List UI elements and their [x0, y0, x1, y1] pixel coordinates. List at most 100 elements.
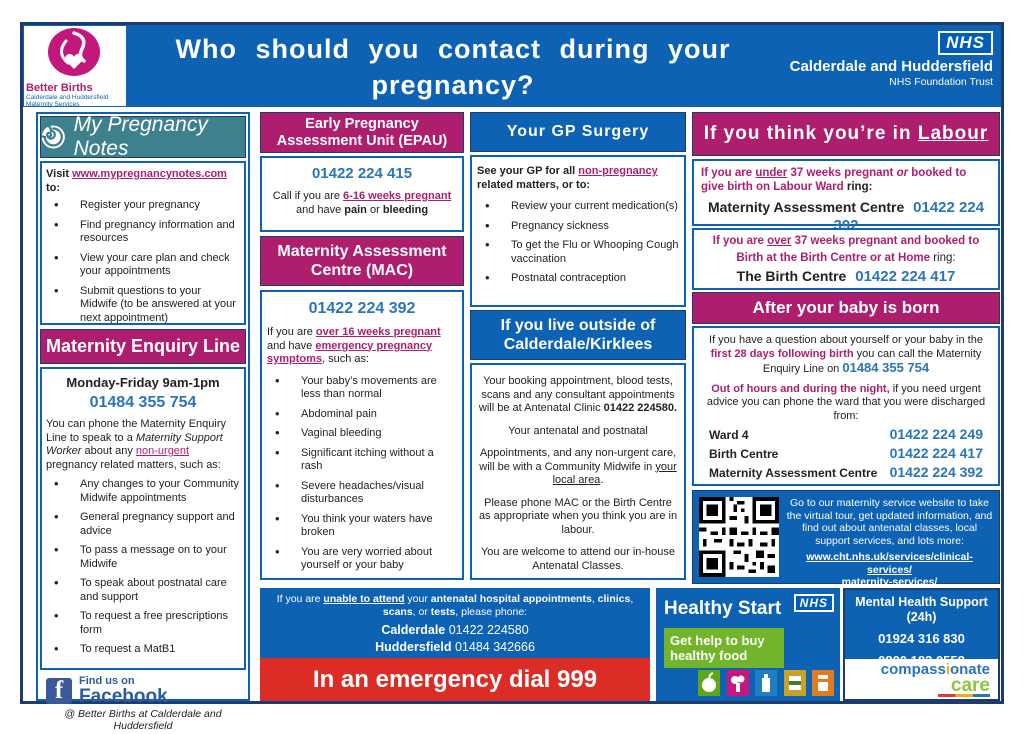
list-item: Any changes to your Community Midwife ap… — [46, 477, 240, 505]
milk-icon — [755, 670, 778, 696]
mac-header: Maternity Assessment Centre (MAC) — [260, 236, 464, 286]
enquiry-intro: You can phone the Maternity Enquiry Line… — [46, 418, 226, 471]
list-item: General pregnancy support and advice — [46, 510, 240, 538]
huddersfield-phone: Huddersfield 01484 342666 — [375, 640, 535, 654]
gp-list: Review your current medication(s) Pregna… — [477, 199, 679, 286]
list-item: Postnatal contraception — [477, 271, 679, 286]
labour-over-37-box: If you are over 37 weeks pregnant and bo… — [692, 228, 1000, 290]
canned-food-icon — [783, 670, 806, 696]
list-item: To request a MatB1 — [46, 642, 240, 657]
facebook-icon: f — [46, 678, 72, 704]
outside-p5: You are welcome to attend our in-house A… — [480, 546, 676, 572]
nhs-logo: NHS — [793, 594, 834, 612]
list-item: To pass a message on to your Midwife — [46, 543, 240, 571]
facebook-section[interactable]: f Find us on Facebook @ Better Births at… — [40, 674, 246, 734]
pregnancy-notes-list: Register your pregnancy Find pregnancy i… — [46, 198, 240, 326]
vegetables-icon — [726, 670, 749, 696]
list-item: Register your pregnancy — [46, 198, 240, 213]
mental-health-title: Mental Health Support (24h) — [855, 595, 988, 624]
list-item: You are very worried about yourself or y… — [267, 545, 457, 573]
labour-over-37-text2: Birth at the Birth Centre or at Home rin… — [736, 252, 956, 264]
lentils-icon — [812, 670, 834, 696]
labour-over-37-text: If you are over 37 weeks pregnant and bo… — [712, 235, 980, 247]
outside-area-box: Your booking appointment, blood tests, s… — [470, 363, 686, 580]
better-births-sub: Maternity Services — [26, 101, 80, 108]
mypregnancynotes-link[interactable]: www.mypregnancynotes.com — [72, 168, 227, 180]
my-pregnancy-notes-header: My Pregnancy Notes — [40, 113, 246, 160]
better-births-logo: Better Births Calderdale and Huddersfiel… — [24, 26, 126, 108]
facebook-handle: @ Better Births at Calderdale and Hudder… — [64, 708, 222, 732]
facebook-find-us: Find us on — [79, 675, 135, 687]
mac-box: 01422 224 392 If you are over 16 weeks p… — [260, 290, 464, 580]
ward-row: Maternity Assessment Centre 01422 224 392 — [709, 464, 983, 480]
my-pregnancy-notes-title: My Pregnancy Notes — [73, 113, 208, 160]
ward-row: Birth Centre 01422 224 417 — [709, 445, 983, 461]
left-column: My Pregnancy Notes Visit www.mypregnancy… — [36, 112, 250, 732]
emergency-banner: In an emergency dial 999 — [260, 658, 650, 701]
trust-name: Calderdale and Huddersfield — [789, 58, 993, 75]
poster-header: Better Births Calderdale and Huddersfiel… — [23, 25, 1001, 108]
healthy-start-title: Healthy Start — [664, 598, 782, 619]
outside-p2: Your antenatal and postnatal — [508, 424, 648, 437]
facebook-label: Facebook — [79, 686, 168, 707]
list-item: You think your waters have broken — [267, 512, 457, 540]
qr-code[interactable] — [699, 497, 779, 577]
ward-row: Ward 4 01422 224 249 — [709, 426, 983, 442]
list-item: Review your current medication(s) — [477, 199, 679, 214]
unable-to-attend-box: If you are unable to attend your antenat… — [260, 588, 650, 658]
list-item: Your baby’s movements are less than norm… — [267, 374, 457, 402]
list-item: Abdominal pain — [267, 407, 457, 422]
after-baby-p1: If you have a question about yourself or… — [709, 334, 983, 375]
visit-label: Visit — [46, 168, 73, 180]
my-pregnancy-notes-box: Visit www.mypregnancynotes.com to: Regis… — [40, 161, 246, 325]
compassionate-care-logo: compassionate care — [845, 659, 998, 699]
enquiry-list: Any changes to your Community Midwife ap… — [46, 477, 240, 657]
list-item: Pregnancy sickness — [477, 219, 679, 234]
after-baby-box: If you have a question about yourself or… — [692, 326, 1000, 486]
list-item: Submit questions to your Midwife (to be … — [46, 284, 240, 326]
labour-under-37-text: If you are under 37 weeks pregnant or bo… — [701, 167, 967, 193]
list-item: To request a free prescriptions form — [46, 609, 240, 637]
mac-phone: 01422 224 392 — [308, 300, 416, 317]
list-item: Find pregnancy information and resources — [46, 218, 240, 246]
gp-surgery-header: Your GP Surgery — [470, 112, 686, 152]
maternity-services-link[interactable]: www.cht.nhs.uk/services/clinical-service… — [806, 551, 973, 588]
outside-p1: Your booking appointment, blood tests, s… — [478, 375, 678, 414]
after-baby-header: After your baby is born — [692, 292, 1000, 324]
list-item: View your care plan and check your appoi… — [46, 251, 240, 279]
list-item: Vaginal bleeding — [267, 426, 457, 441]
qr-section: Go to our maternity service website to t… — [692, 490, 1000, 588]
outside-p3: Appointments, and any non-urgent care, w… — [479, 447, 677, 486]
mac-list: Your baby’s movements are less than norm… — [267, 374, 457, 573]
better-births-sub: Calderdale and Huddersfield — [26, 94, 109, 101]
enquiry-hours: Monday-Friday 9am-1pm — [66, 375, 220, 390]
maternity-enquiry-line-box: Monday-Friday 9am-1pm 01484 355 754 You … — [40, 367, 246, 670]
nhs-logo: NHS — [938, 31, 993, 55]
page-title: Who should you contact during your pregn… — [175, 34, 731, 100]
better-births-icon — [48, 28, 100, 76]
epau-box: 01422 224 415 Call if you are 6-16 weeks… — [260, 156, 464, 232]
after-baby-p2: Out of hours and during the night, if yo… — [706, 382, 986, 422]
outside-p4: Please phone MAC or the Birth Centre as … — [478, 496, 678, 536]
outside-area-header: If you live outside of Calderdale/Kirklee… — [470, 310, 686, 360]
unable-to-attend-text: If you are unable to attend your antenat… — [276, 593, 634, 618]
better-births-name: Better Births — [26, 82, 93, 94]
healthy-start-subtitle: Get help to buy healthy food — [664, 628, 784, 668]
mental-health-phone-1: 01924 316 830 — [878, 631, 965, 646]
labour-header: If you think you’re in Labour — [692, 112, 1000, 156]
epau-text: Call if you are 6-16 weeks pregnant and … — [272, 190, 452, 216]
mental-health-box: Mental Health Support (24h) 01924 316 830… — [843, 588, 1000, 701]
epau-phone: 01422 224 415 — [311, 165, 413, 182]
trust-identity: NHS Calderdale and Huddersfield NHS Foun… — [773, 31, 993, 88]
list-item: Severe headaches/visual disturbances — [267, 479, 457, 507]
epau-header: Early Pregnancy Assessment Unit (EPAU) — [260, 112, 464, 153]
labour-under-37-box: If you are under 37 weeks pregnant or bo… — [692, 159, 1000, 234]
food-icons — [696, 670, 834, 696]
enquiry-phone: 01484 355 754 — [89, 394, 197, 411]
labour-over-37-contact: The Birth Centre 01422 224 417 — [736, 268, 956, 285]
visit-suffix: to: — [46, 181, 61, 194]
list-item: To speak about postnatal care and suppor… — [46, 576, 240, 604]
qr-text: Go to our maternity service website to t… — [786, 497, 993, 547]
trust-subtitle: NHS Foundation Trust — [889, 76, 993, 88]
